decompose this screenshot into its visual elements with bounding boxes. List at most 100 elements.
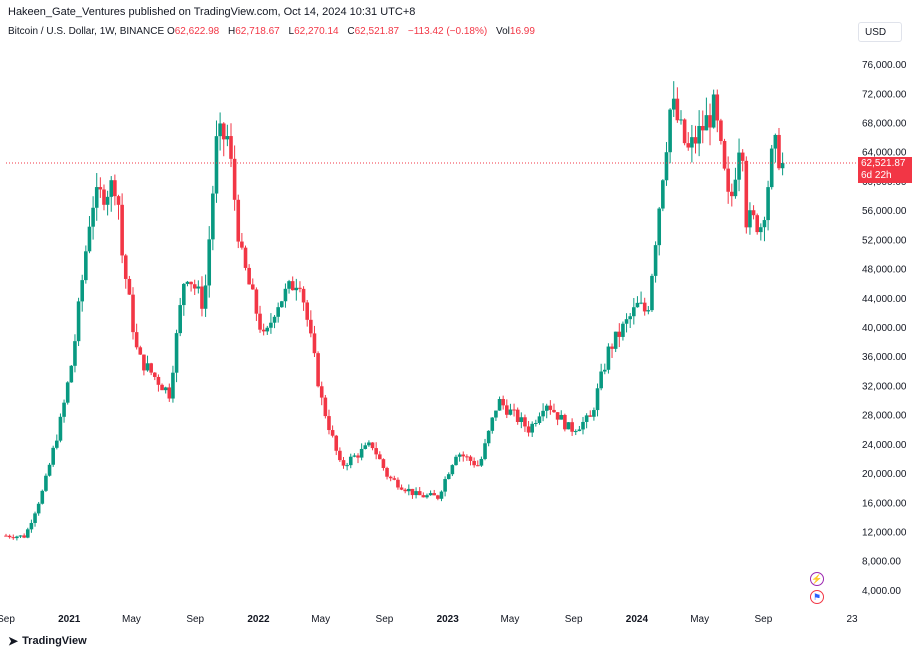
candle-body [280,301,284,308]
us-flag-icon[interactable]: ⚑ [810,590,824,604]
candle-body [341,460,346,466]
candle-body [33,513,37,523]
price-axis[interactable]: 76,000.0072,000.0068,000.0064,000.0060,0… [862,60,907,597]
candle-body [668,109,672,153]
candle-body [131,294,135,333]
candle-body [73,341,77,366]
candle-body [15,536,19,539]
candle-body [36,503,41,514]
price-tick-label: 8,000.00 [862,557,901,568]
candle-body [719,120,723,141]
candle-body [69,365,74,383]
candle-body [563,414,567,430]
price-tick-label: 16,000.00 [862,498,907,509]
candle-body [287,281,291,289]
candle-body [748,210,752,228]
candle-body [334,435,339,451]
candle-body [661,180,665,209]
candle-body [385,468,389,477]
time-tick-label: 2024 [626,614,649,625]
candle-body [40,490,45,504]
candle-body [91,207,95,227]
high-label: H [228,26,236,37]
candle-body [708,115,712,128]
tradingview-logo-icon: ➤ [8,634,19,648]
time-tick-label: 2021 [58,614,81,625]
price-tick-label: 64,000.00 [862,148,907,159]
candle-body [642,302,647,312]
candle-body [690,137,694,148]
candle-body [512,409,516,411]
candle-body [265,327,270,332]
currency-button[interactable]: USD [858,22,902,42]
candle-body [501,399,505,406]
candle-body [348,456,353,466]
candle-body [443,479,447,492]
candle-body [762,220,767,228]
candle-body [254,289,259,314]
symbol-label[interactable]: Bitcoin / U.S. Dollar, 1W, BINANCE [8,26,165,37]
candle-body [693,137,698,144]
tradingview-logo[interactable]: ➤ TradingView [8,634,87,648]
candle-body [62,402,66,417]
candle-body [624,319,629,324]
candle-body [192,284,197,289]
candle-body [759,227,763,233]
candle-body [515,409,520,422]
candle-body [156,376,161,385]
candle-body [555,412,560,420]
candle-body [700,125,705,131]
candle-body [697,125,701,144]
price-tick-label: 36,000.00 [862,352,907,363]
time-tick-label: Sep [0,614,15,625]
candle-body [769,148,774,188]
candle-body [780,163,785,169]
volume-value: 16.99 [509,26,535,37]
candle-body [403,489,407,492]
candle-body [399,487,404,490]
candle-body [123,255,128,279]
candle-body [497,399,502,411]
candle-body [519,417,524,422]
lightning-icon[interactable]: ⚡ [810,572,824,586]
candle-body [240,241,244,248]
candle-body [145,363,150,371]
time-tick-label: 2022 [247,614,270,625]
candle-body [11,537,16,539]
candle-body [301,288,306,303]
candle-body [657,208,662,246]
candle-body [414,491,418,496]
candle-body [65,382,70,403]
high-value: 62,718.67 [235,26,280,37]
candle-body [432,493,437,496]
candle-body [711,94,716,128]
candle-body [221,123,226,140]
candle-body [352,455,357,457]
candle-body [381,459,386,469]
candle-body [523,417,527,427]
candle-body [552,409,556,413]
time-axis[interactable]: Sep 2021 May Sep 2022 May Sep 2023 May Sep 2024 May… [0,614,858,625]
time-tick-label: Sep [376,614,394,625]
candle-body [7,535,12,538]
candle-body [160,384,164,391]
change-value: −113.42 (−0.18%) [407,26,488,37]
candle-body [171,372,175,399]
close-value: 62,521.87 [354,26,400,37]
last-price-value: 62,521.87 [861,158,906,170]
candle-body [327,416,331,431]
candle-body [686,143,691,148]
price-tick-label: 40,000.00 [862,323,907,334]
candle-body [196,286,201,289]
candle-body [388,476,393,479]
candle-body [472,460,476,466]
price-tick-label: 76,000.00 [862,60,907,71]
candle-body [207,239,212,286]
candle-body [120,204,124,256]
candle-body [606,346,611,370]
candle-body [461,454,466,457]
candle-body [377,454,382,460]
time-tick-label: Sep [565,614,583,625]
candle-body [392,478,397,480]
